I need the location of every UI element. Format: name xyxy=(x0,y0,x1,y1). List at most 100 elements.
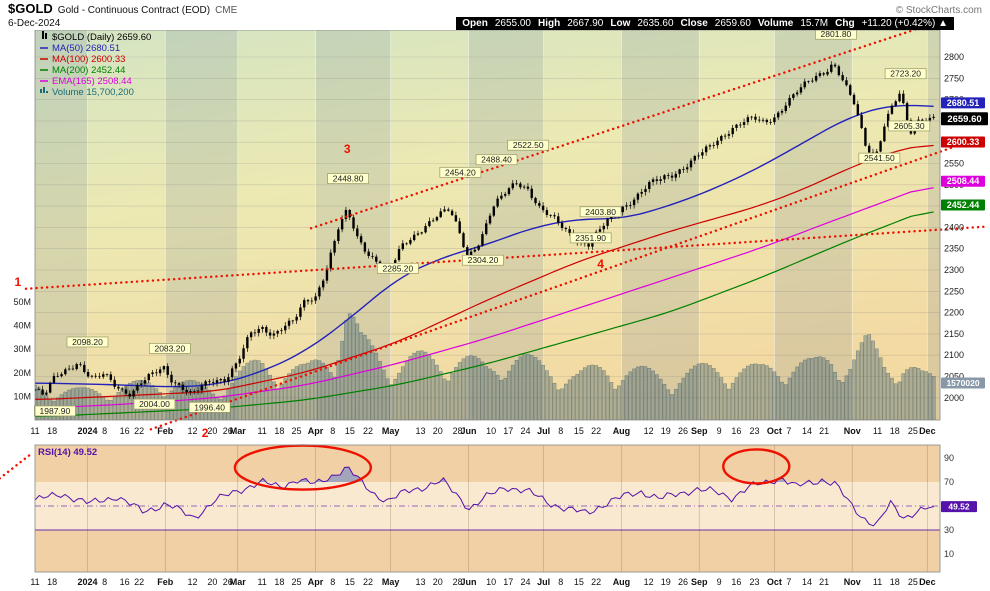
svg-text:13: 13 xyxy=(416,426,426,436)
svg-text:11: 11 xyxy=(257,577,266,587)
svg-text:Mar: Mar xyxy=(230,426,247,436)
svg-text:21: 21 xyxy=(819,577,829,587)
volume-axis-label: 40M xyxy=(13,321,31,331)
svg-text:Oct: Oct xyxy=(767,426,782,436)
svg-text:26: 26 xyxy=(223,426,233,436)
rsi-highlight-ellipse xyxy=(233,444,373,491)
svg-text:26: 26 xyxy=(223,577,233,587)
svg-text:26: 26 xyxy=(678,577,688,587)
svg-text:Aug: Aug xyxy=(613,426,631,436)
svg-text:10: 10 xyxy=(486,577,496,587)
volume-axis-label: 30M xyxy=(13,344,31,354)
callout-box xyxy=(884,68,927,80)
callout-box xyxy=(188,401,231,413)
callout-box xyxy=(579,206,622,218)
close-label: Close xyxy=(680,18,708,29)
legend-item: Volume 15,700,200 xyxy=(52,87,134,98)
open-value: 2655.00 xyxy=(494,18,531,29)
rsi-axis-label: 10 xyxy=(944,549,954,559)
legend-item: MA(100) 2600.33 xyxy=(52,54,125,65)
svg-text:18: 18 xyxy=(890,577,900,587)
svg-text:Jun: Jun xyxy=(460,577,476,587)
svg-text:19: 19 xyxy=(661,577,671,587)
legend-item: $GOLD (Daily) 2659.60 xyxy=(52,32,151,43)
callout-box xyxy=(888,120,931,132)
overlay-MA(50) xyxy=(35,104,934,388)
svg-text:2000: 2000 xyxy=(944,393,964,403)
rsi-value-badge xyxy=(941,501,977,513)
svg-text:9: 9 xyxy=(717,426,722,436)
svg-text:25: 25 xyxy=(292,426,302,436)
svg-text:2024: 2024 xyxy=(77,577,97,587)
svg-text:2350: 2350 xyxy=(944,244,964,254)
legend-item: MA(200) 2452.44 xyxy=(52,65,125,76)
svg-text:26: 26 xyxy=(678,426,688,436)
callout-box xyxy=(475,154,518,166)
svg-text:Aug: Aug xyxy=(613,577,631,587)
callout-value: 2801.80 xyxy=(821,30,852,39)
trendline-2 xyxy=(149,140,969,431)
volume-bars xyxy=(35,313,936,420)
svg-text:20: 20 xyxy=(207,577,217,587)
svg-text:12: 12 xyxy=(187,426,197,436)
svg-text:Oct: Oct xyxy=(767,577,782,587)
svg-text:14: 14 xyxy=(802,577,812,587)
svg-text:Feb: Feb xyxy=(157,426,174,436)
svg-text:11: 11 xyxy=(30,577,39,587)
rsi-axis-label: 90 xyxy=(944,453,954,463)
svg-text:2400: 2400 xyxy=(944,222,964,232)
callout-box xyxy=(66,336,109,348)
callout-box xyxy=(439,166,482,178)
overlay-EMA(165) xyxy=(35,187,934,409)
svg-text:22: 22 xyxy=(591,577,601,587)
svg-text:15: 15 xyxy=(345,426,355,436)
svg-text:2452.44: 2452.44 xyxy=(947,200,980,210)
svg-text:10: 10 xyxy=(486,426,496,436)
red-number-label: 3 xyxy=(344,142,351,156)
price-callouts: 1987.90 2098.20 2004.00 2083.20 1996.40 2448.… xyxy=(34,30,931,417)
exchange-label: CME xyxy=(215,5,238,16)
rsi-label: RSI(14) 49.52 xyxy=(38,447,97,458)
svg-text:15: 15 xyxy=(345,577,355,587)
svg-text:Nov: Nov xyxy=(844,426,861,436)
trendline-3 xyxy=(309,30,918,230)
callout-value: 2304.20 xyxy=(468,255,499,265)
svg-text:22: 22 xyxy=(363,426,373,436)
svg-text:21: 21 xyxy=(819,426,829,436)
volume-value: 15.7M xyxy=(800,18,829,29)
svg-text:Apr: Apr xyxy=(308,426,324,436)
price-badge xyxy=(941,112,988,126)
callout-value: 2004.00 xyxy=(139,399,170,409)
callout-value: 2605.30 xyxy=(894,121,925,131)
chart-date: 6-Dec-2024 xyxy=(8,18,61,29)
svg-text:49.52: 49.52 xyxy=(948,502,970,512)
svg-text:7: 7 xyxy=(786,426,791,436)
callout-value: 2285.20 xyxy=(383,263,414,273)
symbol-description: Gold - Continuous Contract (EOD) xyxy=(57,5,211,16)
svg-text:16: 16 xyxy=(120,577,130,587)
svg-text:2300: 2300 xyxy=(944,265,964,275)
red-number-label: 1 xyxy=(14,275,21,289)
svg-text:9: 9 xyxy=(717,577,722,587)
svg-text:18: 18 xyxy=(274,426,284,436)
svg-text:22: 22 xyxy=(591,426,601,436)
svg-text:2100: 2100 xyxy=(944,350,964,360)
callout-box xyxy=(133,398,176,410)
moving-average-lines xyxy=(35,104,934,418)
svg-text:19: 19 xyxy=(661,426,671,436)
svg-text:2600.33: 2600.33 xyxy=(947,137,980,147)
svg-text:18: 18 xyxy=(890,426,900,436)
price-panel-border xyxy=(34,30,941,421)
svg-text:20: 20 xyxy=(433,426,443,436)
svg-text:11: 11 xyxy=(873,577,882,587)
callout-box xyxy=(377,262,419,274)
callout-box xyxy=(815,30,857,40)
svg-text:Sep: Sep xyxy=(691,426,708,436)
price-badge xyxy=(941,199,985,211)
quote-row: 6-Dec-2024 Open 2655.00 High 2667.90 Low 26… xyxy=(8,17,982,30)
svg-text:23: 23 xyxy=(749,577,759,587)
red-number-label: 4 xyxy=(597,257,604,271)
svg-text:12: 12 xyxy=(644,426,654,436)
callout-value: 2454.20 xyxy=(445,167,476,177)
